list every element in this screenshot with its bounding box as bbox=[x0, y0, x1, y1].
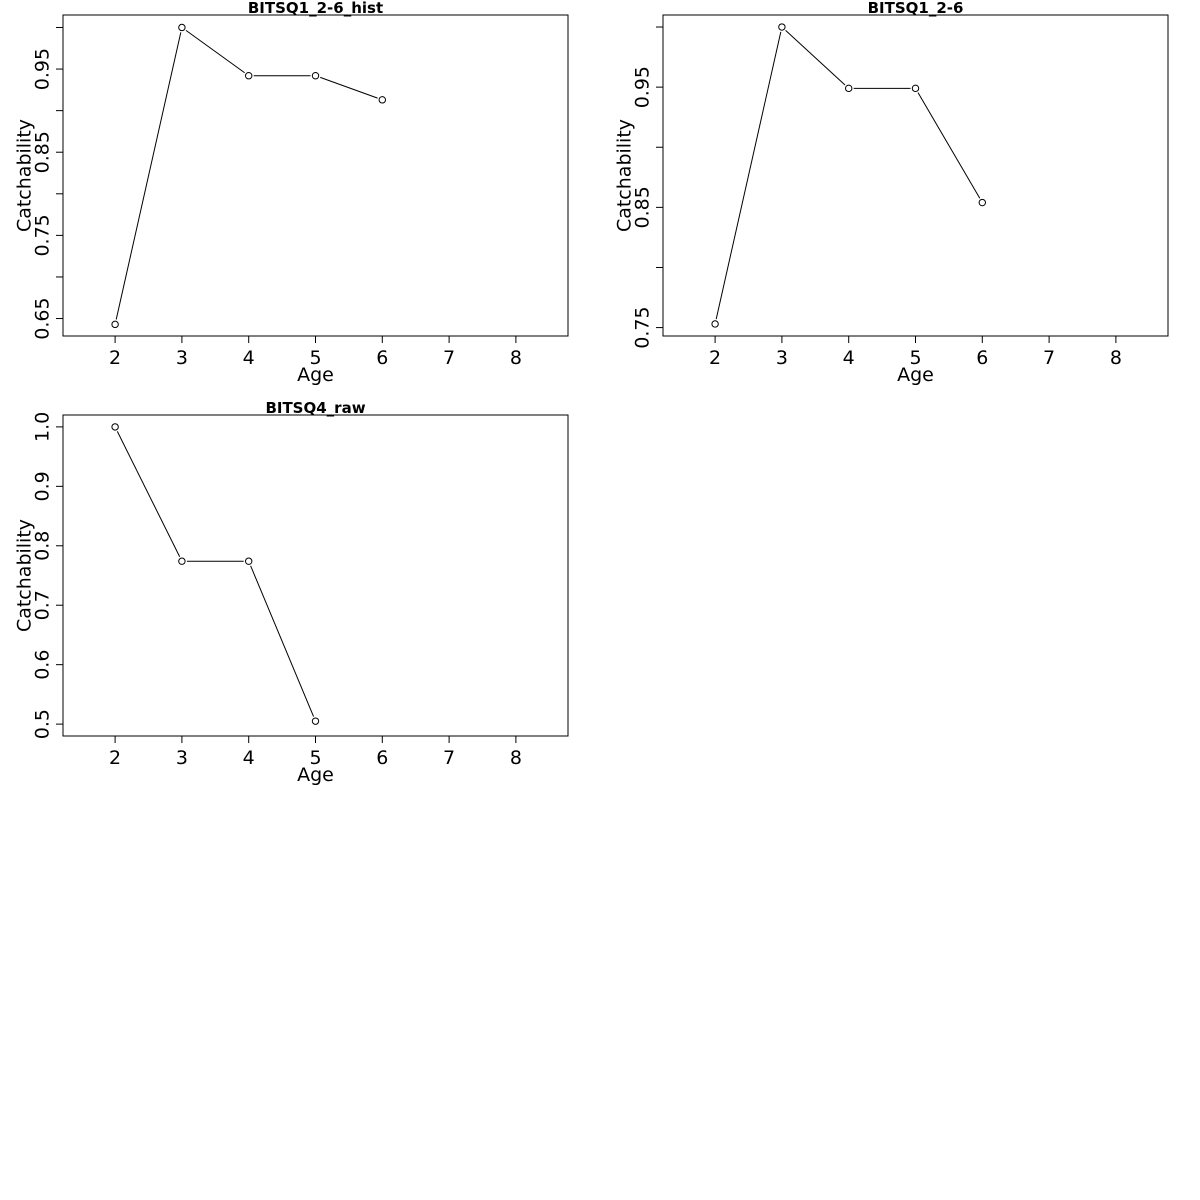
x-tick-label: 7 bbox=[443, 347, 455, 369]
y-axis-label: Catchability bbox=[14, 519, 36, 632]
x-tick-label: 8 bbox=[1110, 347, 1122, 369]
y-tick-label: 0.75 bbox=[632, 306, 654, 348]
y-tick-label: 0.6 bbox=[32, 650, 54, 680]
data-point bbox=[378, 96, 386, 104]
y-tick-label: 1.0 bbox=[32, 412, 54, 442]
x-tick-label: 5 bbox=[309, 347, 321, 369]
data-point bbox=[178, 23, 186, 32]
data-point bbox=[311, 717, 320, 725]
x-tick-label: 2 bbox=[109, 347, 121, 369]
y-tick-label: 0.8 bbox=[32, 531, 54, 561]
x-tick-label: 5 bbox=[309, 747, 321, 769]
data-point bbox=[978, 198, 986, 207]
x-axis-label: Age bbox=[297, 764, 334, 786]
chart-panel-2: BITSQ1_2-6 2 3 4 5 6 7 8 Age 0.75 0.85 0.95 Catchabi… bbox=[614, 0, 1169, 386]
x-tick-label: 3 bbox=[176, 347, 188, 369]
plot-frame bbox=[62, 414, 569, 737]
x-tick-label: 6 bbox=[376, 347, 388, 369]
y-tick-label: 0.95 bbox=[32, 48, 54, 90]
x-tick-label: 3 bbox=[776, 347, 788, 369]
x-tick-label: 2 bbox=[709, 347, 721, 369]
series-line-segment bbox=[917, 92, 981, 199]
y-tick-label: 0.95 bbox=[632, 66, 654, 108]
y-tick-label: 0.5 bbox=[32, 709, 54, 739]
x-tick-label: 4 bbox=[843, 347, 855, 369]
chart-title: BITSQ4_raw bbox=[265, 399, 365, 417]
series-line-segment bbox=[785, 30, 846, 86]
chart-title: BITSQ1_2-6_hist bbox=[248, 0, 383, 17]
series-line-segment bbox=[116, 431, 181, 557]
x-tick-label: 2 bbox=[109, 747, 121, 769]
plot-frame bbox=[62, 14, 569, 337]
y-tick-label: 0.75 bbox=[32, 214, 54, 256]
x-tick-label: 7 bbox=[443, 747, 455, 769]
x-axis-label: Age bbox=[297, 364, 334, 386]
chart-title: BITSQ1_2-6 bbox=[868, 0, 964, 17]
x-tick-label: 5 bbox=[909, 347, 921, 369]
x-tick-label: 8 bbox=[510, 747, 522, 769]
data-point bbox=[178, 557, 186, 565]
data-point bbox=[711, 320, 719, 328]
y-axis-label: Catchability bbox=[614, 119, 636, 232]
x-tick-label: 3 bbox=[176, 747, 188, 769]
series-line-segment bbox=[250, 565, 315, 717]
data-point bbox=[111, 320, 119, 329]
chart-panel-3: BITSQ4_raw 2 3 4 5 6 7 8 Age 0.5 0.6 0.7 0.8 0.9 1.0 Ca… bbox=[14, 399, 569, 786]
data-point bbox=[845, 84, 853, 93]
y-tick-label: 0.85 bbox=[632, 186, 654, 228]
data-point bbox=[245, 72, 253, 80]
x-axis-label: Age bbox=[897, 364, 934, 386]
data-point bbox=[911, 84, 920, 93]
chart-panel-1: BITSQ1_2-6_hist 2 3 4 5 6 7 8 Age 0.65 0.75 0.85 0.9… bbox=[14, 0, 569, 386]
x-tick-label: 6 bbox=[376, 747, 388, 769]
y-tick-label: 0.65 bbox=[32, 297, 54, 339]
series-line-segment bbox=[320, 76, 378, 99]
data-point bbox=[311, 72, 320, 80]
y-tick-label: 0.9 bbox=[32, 471, 54, 501]
y-axis-label: Catchability bbox=[14, 119, 36, 232]
x-tick-label: 8 bbox=[510, 347, 522, 369]
series-line-segment bbox=[115, 32, 182, 320]
y-tick-label: 0.7 bbox=[32, 590, 54, 620]
series-line-segment bbox=[715, 31, 782, 320]
data-point bbox=[778, 23, 786, 31]
x-tick-label: 4 bbox=[243, 747, 255, 769]
x-tick-label: 7 bbox=[1043, 347, 1055, 369]
data-point bbox=[245, 557, 253, 565]
plot-frame bbox=[662, 14, 1169, 337]
y-tick-label: 0.85 bbox=[32, 131, 54, 173]
series-line-segment bbox=[185, 29, 245, 74]
x-tick-label: 4 bbox=[243, 347, 255, 369]
x-tick-label: 6 bbox=[976, 347, 988, 369]
data-point bbox=[111, 423, 119, 431]
